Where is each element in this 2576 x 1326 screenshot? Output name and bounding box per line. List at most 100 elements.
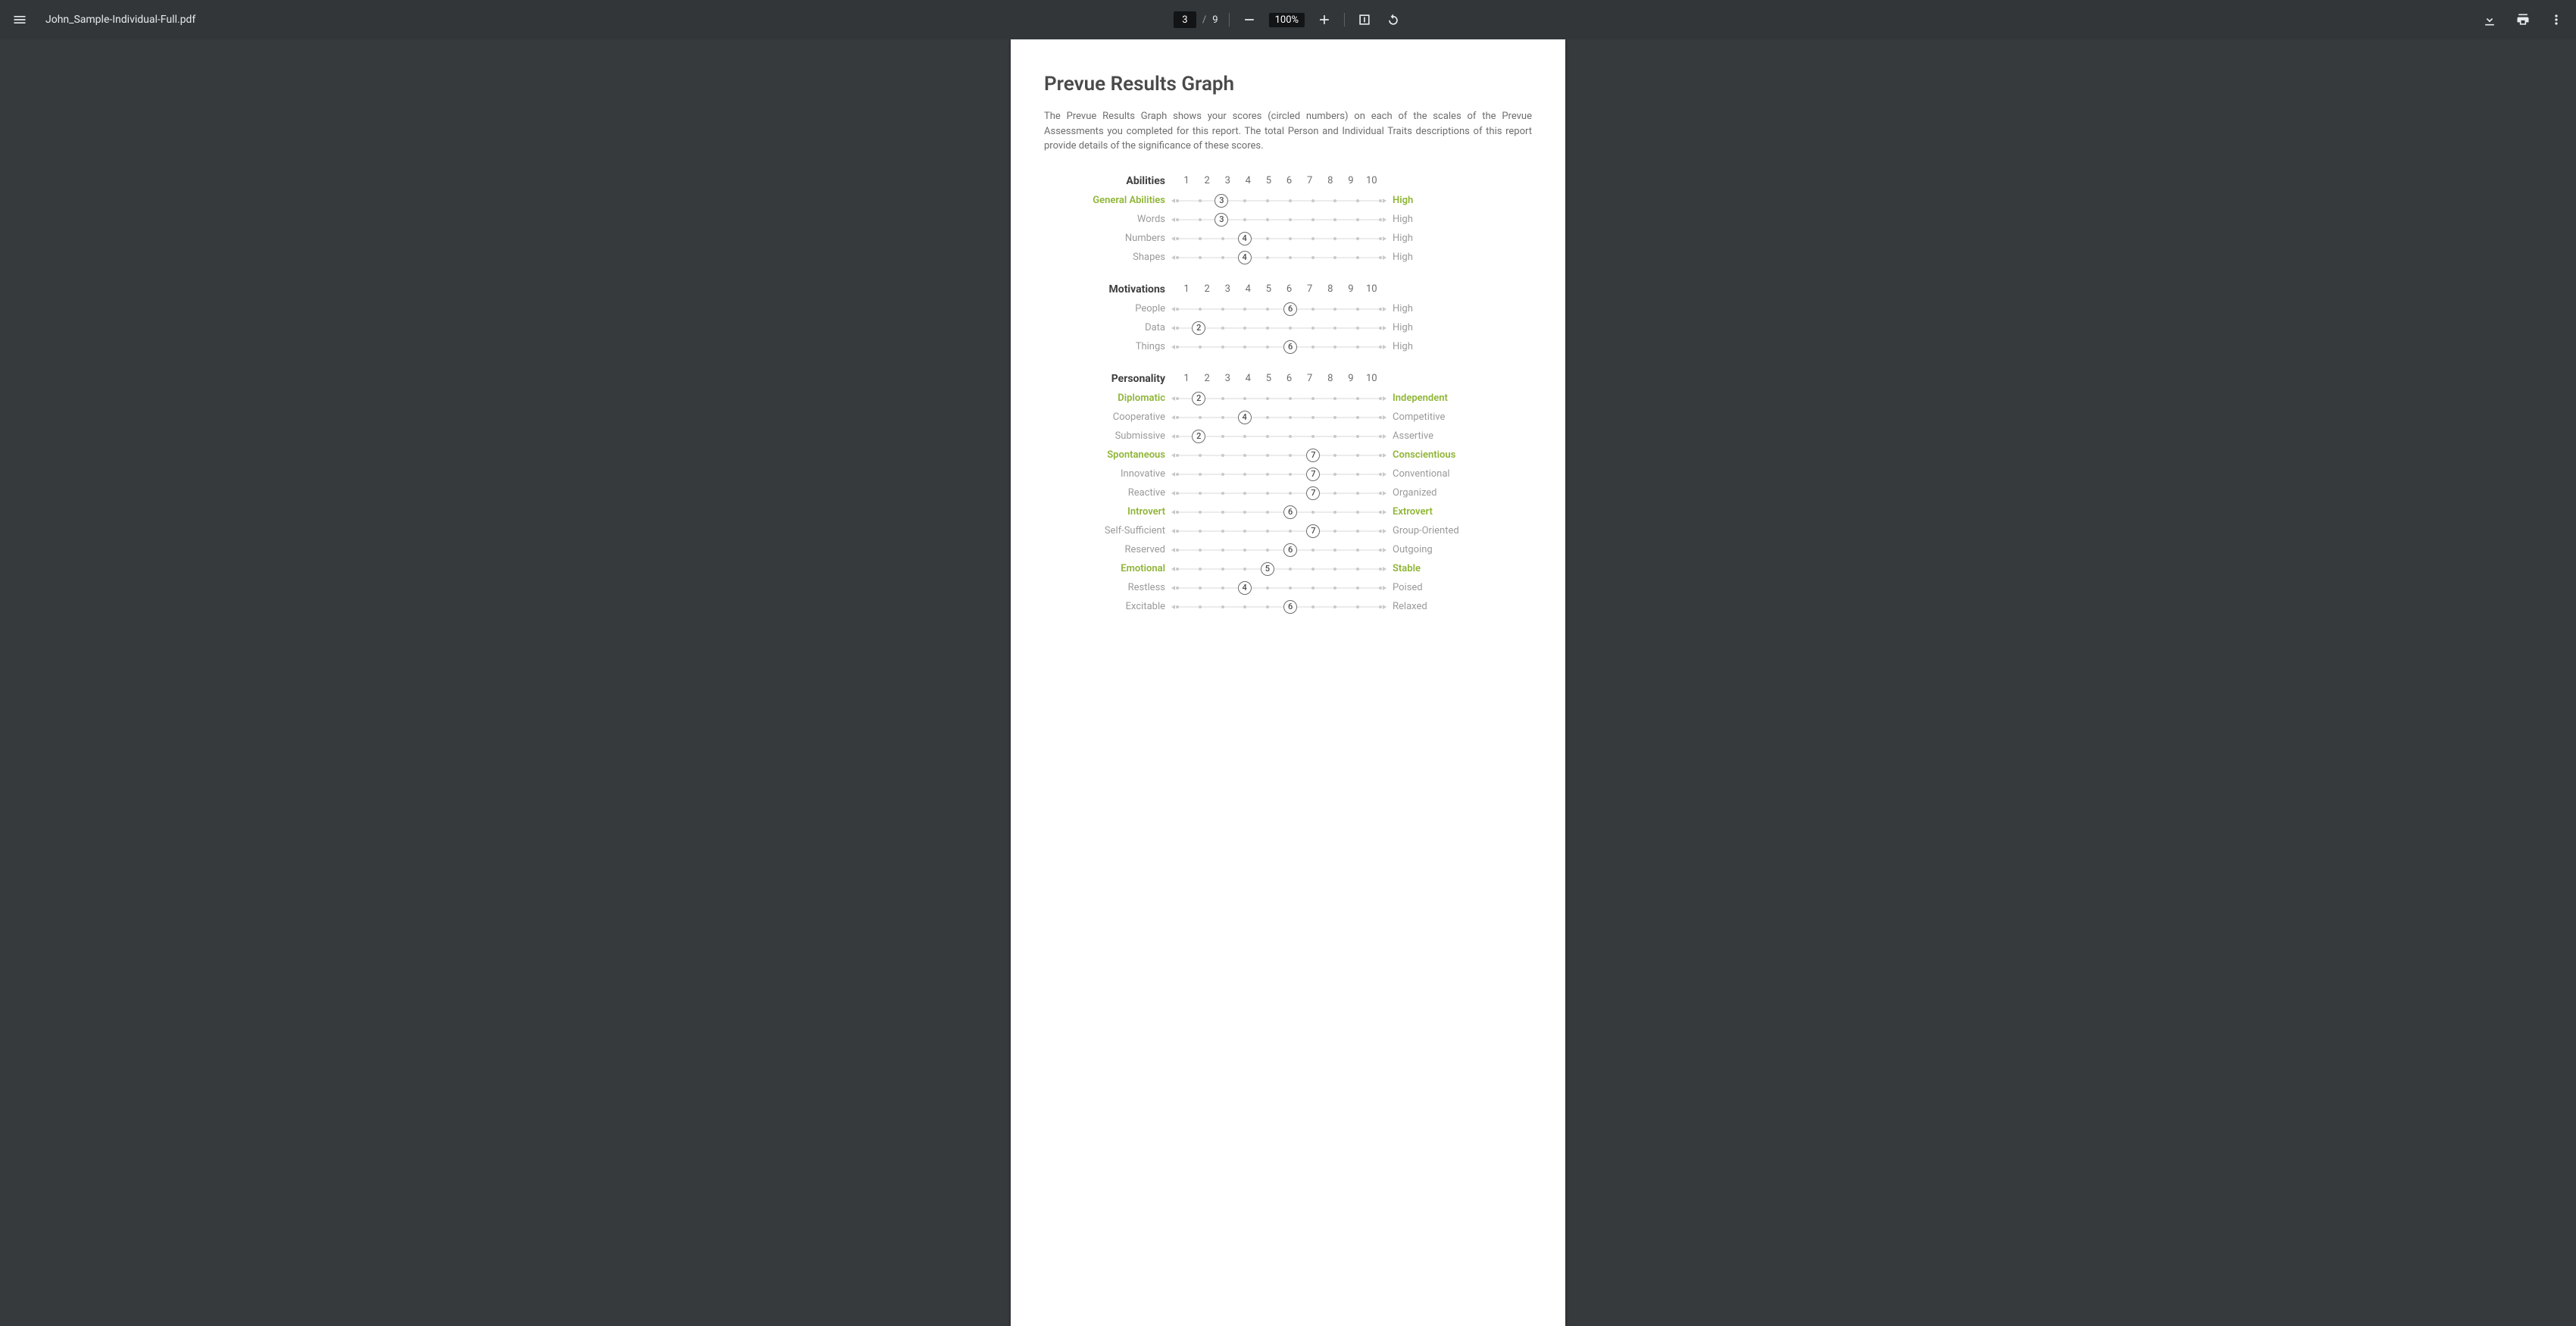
scale-row: Words3High	[1044, 211, 1532, 229]
scale-dot	[1243, 530, 1246, 533]
scale-dot	[1266, 435, 1269, 438]
menu-button[interactable]	[11, 11, 29, 29]
divider	[1344, 13, 1345, 27]
scale-dot	[1379, 346, 1382, 349]
row-label-left: Cooperative	[1044, 411, 1165, 423]
score-circle: 7	[1306, 449, 1320, 462]
row-label-left: Data	[1044, 322, 1165, 333]
score-circle: 4	[1238, 411, 1252, 424]
scale-dot	[1333, 605, 1336, 608]
scale-dot	[1176, 218, 1179, 221]
scale-dots	[1176, 231, 1382, 246]
page-separator: /	[1202, 14, 1206, 26]
more-button[interactable]	[2547, 11, 2565, 29]
arrow-left-icon	[1171, 529, 1175, 533]
score-circle: 7	[1306, 468, 1320, 481]
scale-dot	[1379, 511, 1382, 514]
arrow-left-icon	[1171, 326, 1175, 330]
print-button[interactable]	[2514, 11, 2532, 29]
page-title: Prevue Results Graph	[1044, 73, 1532, 95]
scale-dot	[1379, 397, 1382, 400]
row-label-right: High	[1393, 322, 1468, 333]
score-circle: 6	[1283, 340, 1297, 354]
scale-dot	[1266, 549, 1269, 552]
scale-dot	[1333, 435, 1336, 438]
scale-dot	[1266, 511, 1269, 514]
tick-number: 9	[1346, 283, 1356, 295]
scale-dot	[1379, 473, 1382, 476]
scale-dot	[1199, 256, 1202, 259]
row-label-right: Relaxed	[1393, 601, 1468, 612]
section-header: Personality12345678910	[1044, 373, 1532, 385]
score-circle: 7	[1306, 524, 1320, 538]
scale-dot	[1311, 237, 1315, 240]
row-label-left: Introvert	[1044, 506, 1165, 518]
scale-row: Data2High	[1044, 319, 1532, 337]
arrow-left-icon	[1171, 434, 1175, 439]
scale-dot	[1289, 397, 1292, 400]
row-label-left: Reactive	[1044, 487, 1165, 499]
scale-track: 6	[1176, 339, 1382, 355]
score-circle: 4	[1238, 581, 1252, 595]
scale-dot	[1356, 256, 1359, 259]
scale-row: Introvert6Extrovert	[1044, 503, 1532, 521]
scale-dot	[1311, 218, 1315, 221]
rotate-button[interactable]	[1384, 11, 1402, 29]
tick-number: 6	[1284, 283, 1295, 295]
scale-tick-numbers: 12345678910	[1176, 175, 1382, 186]
arrow-right-icon	[1383, 567, 1386, 571]
scale-dot	[1266, 346, 1269, 349]
zoom-in-button[interactable]	[1315, 11, 1333, 29]
tick-number: 6	[1284, 175, 1295, 186]
tick-number: 2	[1202, 373, 1212, 384]
page-intro: The Prevue Results Graph shows your scor…	[1044, 109, 1532, 154]
scale-dot	[1266, 199, 1269, 202]
scale-dot	[1379, 435, 1382, 438]
scale-dot	[1266, 586, 1269, 590]
arrow-right-icon	[1383, 396, 1386, 401]
scale-dot	[1356, 549, 1359, 552]
tick-number: 4	[1243, 373, 1253, 384]
scale-dot	[1379, 492, 1382, 495]
pdf-toolbar: John_Sample-Individual-Full.pdf 3 / 9 10…	[0, 0, 2576, 39]
pdf-viewport[interactable]: Prevue Results Graph The Prevue Results …	[0, 39, 2576, 1326]
row-label-right: Extrovert	[1393, 506, 1468, 518]
arrow-right-icon	[1383, 510, 1386, 514]
row-label-left: People	[1044, 303, 1165, 314]
arrow-right-icon	[1383, 529, 1386, 533]
download-button[interactable]	[2481, 11, 2499, 29]
page-current-input[interactable]: 3	[1174, 11, 1196, 28]
row-label-left: Words	[1044, 214, 1165, 225]
arrow-right-icon	[1383, 415, 1386, 420]
tick-number: 2	[1202, 283, 1212, 295]
scale-dot	[1199, 199, 1202, 202]
scale-dot	[1176, 568, 1179, 571]
arrow-left-icon	[1171, 199, 1175, 203]
scale-dot	[1311, 416, 1315, 419]
scale-track: 4	[1176, 580, 1382, 596]
zoom-level[interactable]: 100%	[1269, 13, 1305, 27]
scale-dot	[1356, 397, 1359, 400]
scale-dot	[1199, 454, 1202, 457]
scale-dot	[1266, 218, 1269, 221]
row-label-right: Outgoing	[1393, 544, 1468, 555]
row-label-left: Diplomatic	[1044, 392, 1165, 404]
row-label-right: Assertive	[1393, 430, 1468, 442]
row-label-right: Independent	[1393, 392, 1468, 404]
scale-dot	[1333, 492, 1336, 495]
scale-dots	[1176, 524, 1382, 539]
page-indicator: 3 / 9	[1174, 11, 1218, 28]
scale-dot	[1243, 218, 1246, 221]
scale-dot	[1221, 530, 1224, 533]
score-circle: 6	[1283, 600, 1297, 614]
arrow-left-icon	[1171, 415, 1175, 420]
scale-dot	[1243, 308, 1246, 311]
fit-to-page-button[interactable]	[1355, 11, 1374, 29]
scale-dot	[1379, 605, 1382, 608]
scale-dot	[1289, 454, 1292, 457]
scale-dot	[1266, 492, 1269, 495]
zoom-out-button[interactable]	[1240, 11, 1258, 29]
scale-dot	[1333, 511, 1336, 514]
scale-dot	[1356, 586, 1359, 590]
scale-dot	[1356, 511, 1359, 514]
